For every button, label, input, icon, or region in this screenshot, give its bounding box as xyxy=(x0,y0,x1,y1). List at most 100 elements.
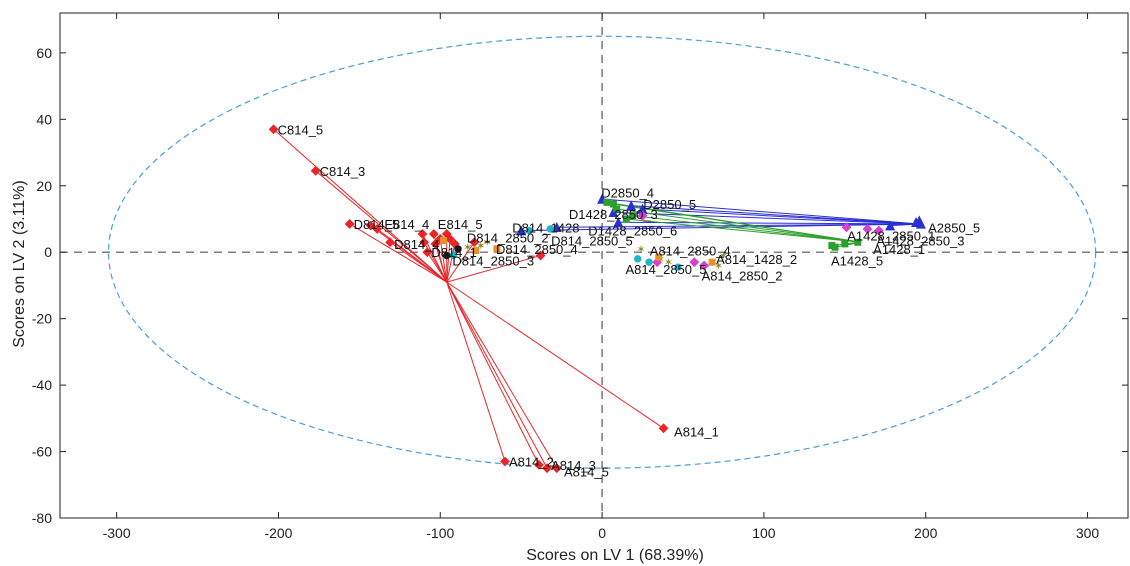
connector-line xyxy=(642,208,920,225)
point-label: D2850_5 xyxy=(643,197,696,212)
axis-ticks: -300 -200 -100 0 100 200 300-80-60-40-20020406… xyxy=(32,13,1128,541)
point-label: A814_5 xyxy=(564,464,609,479)
data-point xyxy=(500,456,510,467)
data-point xyxy=(419,237,429,248)
data-point xyxy=(469,237,480,248)
connector-line xyxy=(426,251,448,283)
connector-line xyxy=(376,228,448,283)
data-point xyxy=(613,205,621,213)
data-point xyxy=(854,238,862,246)
y-tick-label: 0 xyxy=(44,244,52,260)
point-label: A814_3 xyxy=(551,458,596,473)
data-point xyxy=(862,224,873,234)
data-point xyxy=(365,220,376,231)
y-tick-label: -40 xyxy=(32,377,52,393)
data-point: ✶ xyxy=(719,250,728,263)
point-label: C814_3 xyxy=(320,164,366,179)
connector-line xyxy=(389,241,448,283)
point-label: A2850_5 xyxy=(928,220,980,235)
point-label: E814_5 xyxy=(438,217,483,232)
connector-line xyxy=(434,243,448,283)
zero-lines xyxy=(60,13,1128,518)
data-point xyxy=(655,253,663,261)
data-point xyxy=(440,237,448,245)
y-axis-label: Scores on LV 2 (3.11%) xyxy=(11,180,28,348)
point-label: D814_2850_2 xyxy=(467,230,549,245)
data-point xyxy=(310,165,321,176)
x-tick-label: -100 xyxy=(426,525,454,541)
data-point xyxy=(674,263,682,271)
data-point: ✶ xyxy=(463,241,472,254)
point-label: C814_5 xyxy=(278,122,324,137)
data-point xyxy=(372,224,383,234)
data-point xyxy=(535,250,546,261)
data-point xyxy=(428,229,439,239)
data-point xyxy=(645,258,653,266)
point-label: A1428_2850_1 xyxy=(847,229,935,244)
x-tick-label: -200 xyxy=(264,525,292,541)
x-tick-label: 300 xyxy=(1076,525,1100,541)
connector-line xyxy=(315,170,448,283)
data-point xyxy=(268,124,279,135)
connector-line xyxy=(632,215,862,243)
point-label: A1428_2850_3 xyxy=(876,234,964,249)
connector-line xyxy=(616,208,862,243)
connector-line xyxy=(446,281,558,469)
data-point xyxy=(443,251,451,260)
connector-line xyxy=(613,203,862,243)
y-tick-label: -80 xyxy=(32,510,52,526)
data-point xyxy=(445,234,455,244)
data-point xyxy=(344,219,355,229)
connector-line xyxy=(446,243,456,283)
point-label: D814_1428 xyxy=(512,220,579,235)
x-tick-label: -300 xyxy=(103,525,131,541)
data-point xyxy=(613,216,624,228)
data-point xyxy=(430,238,441,249)
x-tick-label: 200 xyxy=(914,525,938,541)
connector-line xyxy=(613,211,920,225)
data-point: ✶ xyxy=(714,260,723,273)
connector-line xyxy=(446,281,548,469)
point-label: D814_1 xyxy=(431,245,477,260)
connector-line xyxy=(602,198,920,225)
point-label: E814_4 xyxy=(384,217,429,232)
data-point xyxy=(546,225,555,233)
point-label: A814_1428_2 xyxy=(716,252,797,267)
data-point: ✶ xyxy=(476,240,485,253)
data-point xyxy=(658,423,669,434)
y-tick-label: 40 xyxy=(36,111,52,127)
data-point xyxy=(454,245,462,253)
connector-line xyxy=(446,241,475,283)
data-point xyxy=(417,229,428,239)
data-point xyxy=(708,258,716,266)
point-label: D814_2850_3 xyxy=(452,254,534,269)
y-tick-label: 60 xyxy=(36,45,52,61)
point-label: A814_2850_2 xyxy=(702,268,783,283)
data-point xyxy=(637,210,648,221)
point-label: D814_2850_5 xyxy=(551,234,633,249)
data-point xyxy=(652,257,663,268)
point-label: A1428_5 xyxy=(831,254,883,269)
data-point: ✶ xyxy=(636,243,645,256)
data-point xyxy=(633,255,642,263)
data-point xyxy=(525,226,533,235)
data-point xyxy=(385,237,396,248)
connector-line xyxy=(349,223,448,283)
connector-line xyxy=(446,281,664,429)
data-point xyxy=(689,257,700,268)
data-point xyxy=(914,215,925,226)
data-point xyxy=(885,220,896,231)
data-point xyxy=(551,463,562,474)
connector-line xyxy=(446,255,541,283)
point-label: A814_1 xyxy=(674,425,719,440)
data-point: ✶ xyxy=(664,256,673,269)
data-point xyxy=(873,225,884,236)
point-label: D814_2850_4 xyxy=(496,242,578,257)
connector-line xyxy=(446,238,451,283)
connector-line xyxy=(439,238,448,283)
point-label: D1428_2850_3 xyxy=(569,207,658,222)
y-tick-label: -20 xyxy=(32,311,52,327)
point-label: A814_2 xyxy=(509,455,554,470)
data-point: ✶ xyxy=(483,236,492,249)
